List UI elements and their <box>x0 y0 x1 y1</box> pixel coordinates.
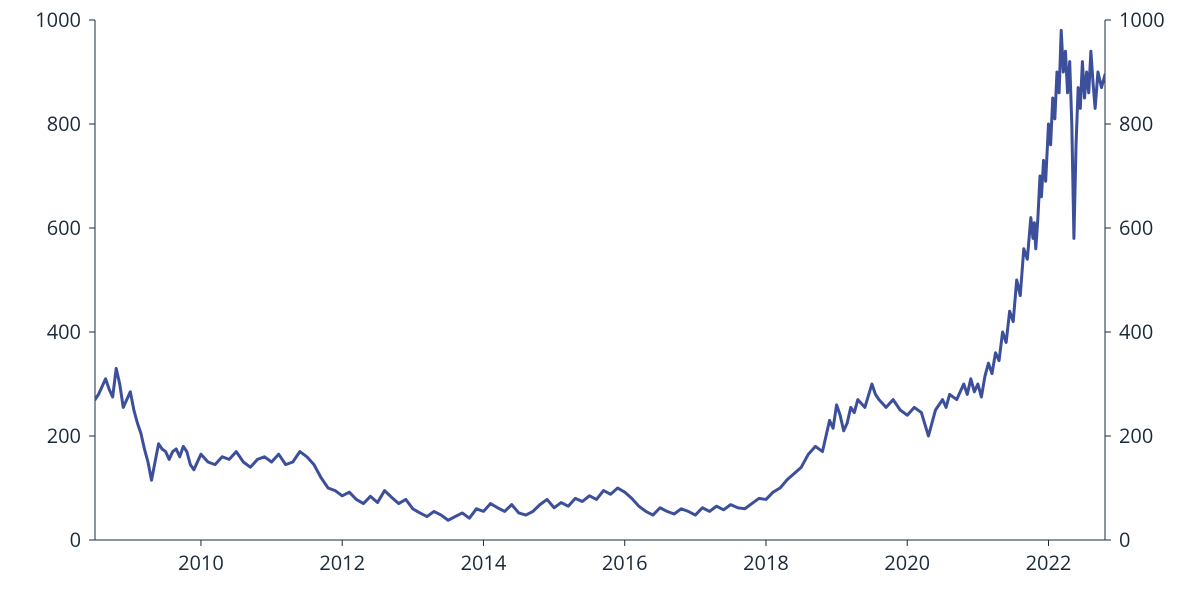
y-left-tick-label: 0 <box>70 526 81 553</box>
x-tick-label: 2012 <box>319 549 365 576</box>
y-right-tick-label: 1000 <box>1119 6 1165 33</box>
series-line <box>95 30 1105 520</box>
chart-svg: 2010 2012 2014 2016 2018 2020 2022 0 200 400 600 80… <box>0 0 1200 598</box>
y-right-tick-label: 600 <box>1119 214 1153 241</box>
x-tick-label: 2022 <box>1026 549 1072 576</box>
x-tick-label: 2016 <box>602 549 648 576</box>
y-right-tick-label: 400 <box>1119 318 1153 345</box>
y-left-tick-label: 1000 <box>35 6 81 33</box>
y-left-tick-label: 600 <box>47 214 81 241</box>
x-tick-label: 2020 <box>884 549 930 576</box>
y-left-tick-label: 800 <box>47 110 81 137</box>
y-left-tick-label: 200 <box>47 422 81 449</box>
y-right-tick-label: 0 <box>1119 526 1130 553</box>
y-left-tick-label: 400 <box>47 318 81 345</box>
x-tick-label: 2014 <box>461 549 507 576</box>
y-right-tick-label: 800 <box>1119 110 1153 137</box>
y-right-tick-label: 200 <box>1119 422 1153 449</box>
line-chart: 2010 2012 2014 2016 2018 2020 2022 0 200 400 600 80… <box>0 0 1200 598</box>
x-tick-label: 2010 <box>178 549 224 576</box>
x-tick-label: 2018 <box>743 549 789 576</box>
